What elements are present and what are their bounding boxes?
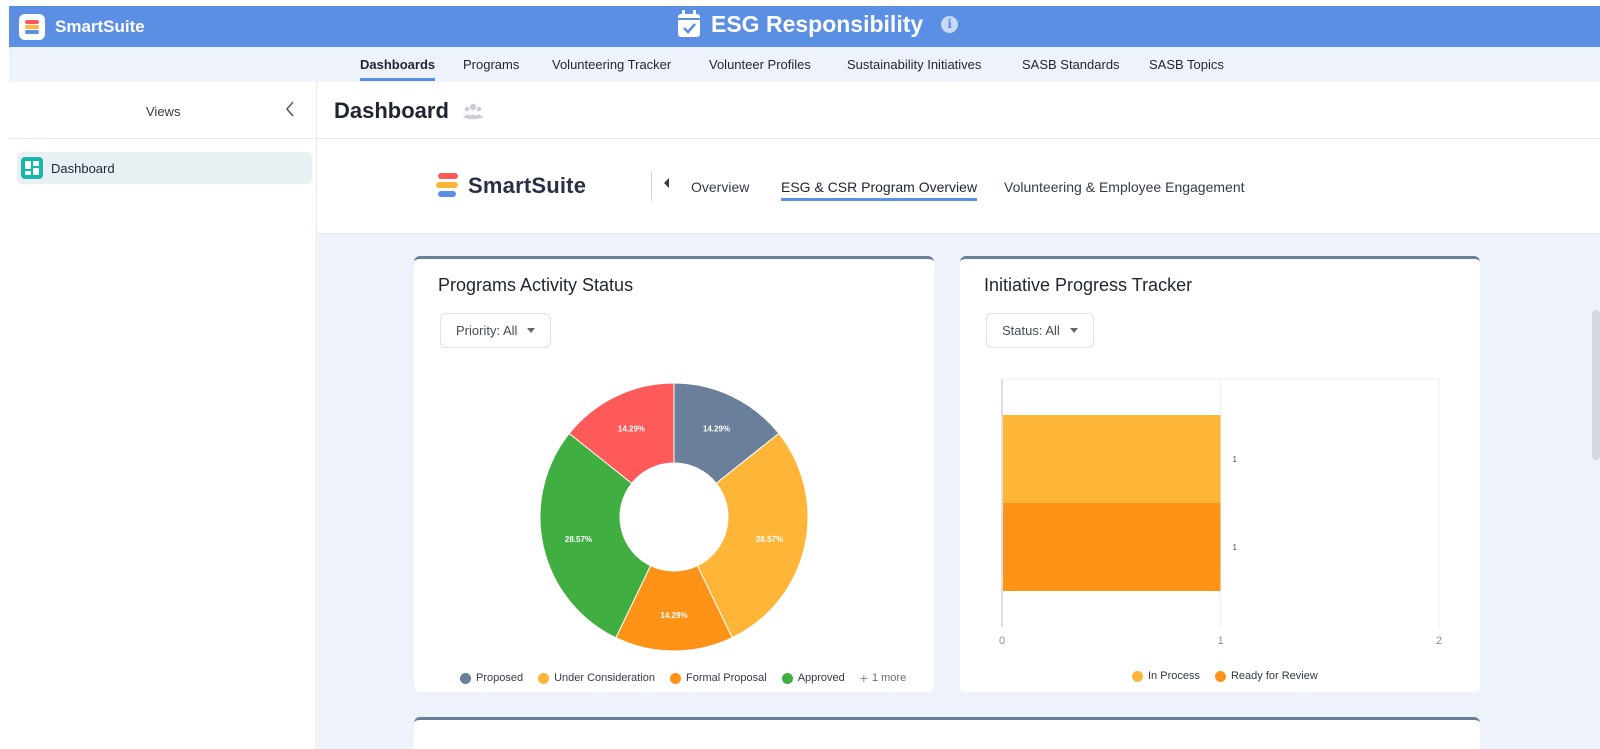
bar-chart: 0 1 2 1 1 [999,378,1442,647]
brand-name: SmartSuite [55,17,145,36]
x-tick-label: 2 [1436,635,1442,647]
sidebar-item-dashboard[interactable]: Dashboard [17,152,312,184]
dashboard-icon [21,157,43,179]
main-nav: Dashboards Programs Volunteering Tracker… [9,47,1600,82]
donut-slice-label: 14.29% [703,425,730,434]
plus-icon: + [859,670,868,686]
donut-slice-label: 28.57% [565,535,592,544]
donut-slice[interactable] [615,564,733,652]
bar-value-label: 1 [1233,455,1238,464]
status-filter-dropdown[interactable]: Status: All [986,313,1094,348]
divider [651,171,652,201]
tab-sustainability-initiatives[interactable]: Sustainability Initiatives [847,57,982,72]
people-icon[interactable] [463,102,483,120]
bar-value-label: 1 [1233,543,1238,552]
app-title-text: ESG Responsibility [711,10,924,37]
legend-item-formal-proposal[interactable]: Formal Proposal [669,672,767,684]
tab-esg-csr-program-overview[interactable]: ESG & CSR Program Overview [781,179,978,201]
tab-sasb-topics[interactable]: SASB Topics [1149,57,1224,72]
app-header: SmartSuite ESG Responsibility i [9,6,1600,47]
card-title: Programs Activity Status [438,275,634,295]
views-sidebar: Views Dashboard [9,82,317,749]
legend-more[interactable]: +1 more [859,670,907,686]
card-title: Initiative Progress Tracker [984,275,1193,295]
chevron-left-icon[interactable] [284,100,296,118]
brand[interactable]: SmartSuite [19,14,145,40]
priority-filter-dropdown[interactable]: Priority: All [440,313,552,348]
x-tick-label: 0 [999,635,1005,647]
dashboard-header: Dashboard [318,82,1600,139]
donut-slice[interactable] [673,382,780,485]
sidebar-item-label: Dashboard [51,160,115,176]
views-title: Views [146,104,181,119]
smartsuite-logo-icon [436,173,458,199]
programs-activity-status-card: Programs Activity Status Priority: All 1… [414,256,934,692]
donut-slice-label: 14.29% [618,425,645,434]
initiative-progress-tracker-card: Initiative Progress Tracker Status: All … [960,256,1480,692]
bar-legend: In Process Ready for Review [1132,670,1333,682]
legend-item-in-process[interactable]: In Process [1132,670,1200,682]
caret-down-icon [527,328,536,333]
page-title: Dashboard [334,98,449,123]
views-header: Views [9,82,317,139]
info-icon[interactable]: i [941,15,959,33]
app-title: ESG Responsibility i [677,10,959,38]
dashboard-tabs-bar: SmartSuite Overview ESG & CSR Program Ov… [318,139,1600,234]
donut-slice-label: 14.29% [660,611,687,620]
donut-chart: 14.29% 28.57% 14.29% 28.57% 14.29% [539,382,809,652]
status-filter-label: Status: All [1002,323,1060,338]
bar-in-process[interactable] [1003,415,1221,503]
caret-down-icon [1069,328,1078,333]
donut-slice[interactable] [696,432,809,639]
tab-volunteering-employee-engagement[interactable]: Volunteering & Employee Engagement [1004,179,1245,195]
legend-item-proposed[interactable]: Proposed [460,672,523,684]
tab-dashboards[interactable]: Dashboards [360,57,436,81]
legend-item-under-consideration[interactable]: Under Consideration [538,672,655,684]
tab-programs[interactable]: Programs [463,57,520,72]
scrollbar[interactable] [1592,310,1600,460]
smartsuite-logo-text: SmartSuite [468,173,587,198]
smartsuite-logo: SmartSuite [436,173,586,199]
tab-volunteering-tracker[interactable]: Volunteering Tracker [552,57,672,72]
priority-filter-label: Priority: All [456,323,518,338]
next-card [414,717,1480,749]
x-tick-label: 1 [1217,635,1223,647]
tab-sasb-standards[interactable]: SASB Standards [1022,57,1120,72]
legend-item-ready-for-review[interactable]: Ready for Review [1214,670,1318,682]
donut-slice[interactable] [539,432,652,639]
caret-left-icon[interactable] [663,177,671,189]
tab-volunteer-profiles[interactable]: Volunteer Profiles [709,57,811,72]
tab-overview[interactable]: Overview [691,179,750,195]
donut-slice[interactable] [568,382,675,485]
calendar-check-icon [678,10,700,37]
smartsuite-logo-icon [19,14,45,40]
donut-legend: Proposed Under Consideration Formal Prop… [460,670,906,686]
bar-ready-for-review[interactable] [1003,503,1221,591]
donut-slice-label: 28.57% [756,535,783,544]
legend-item-approved[interactable]: Approved [781,672,845,684]
